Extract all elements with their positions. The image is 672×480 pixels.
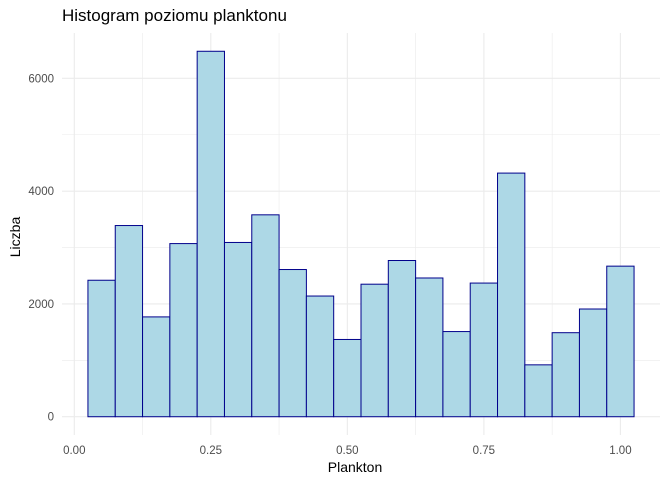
histogram-bar xyxy=(169,243,198,418)
histogram-bar xyxy=(223,241,253,418)
histogram-bar xyxy=(87,279,116,418)
histogram-bar xyxy=(415,277,444,418)
y-tick-label: 4000 xyxy=(28,186,54,198)
chart-title: Histogram poziomu planktonu xyxy=(62,6,287,25)
y-axis-label: Liczba xyxy=(7,217,23,258)
histogram-bar xyxy=(333,338,362,418)
bars-layer xyxy=(87,50,635,418)
histogram-bar xyxy=(251,214,280,418)
x-tick-label: 0.50 xyxy=(336,445,358,457)
x-tick-label: 0.00 xyxy=(63,445,85,457)
histogram-bar xyxy=(387,260,417,418)
histogram-bar xyxy=(114,225,144,418)
histogram-bar xyxy=(278,269,307,418)
x-axis-label: Plankton xyxy=(328,459,382,475)
ticks-layer: 0.00 0.25 0.50 0.75 1.00 0 2000 4000 6000 xyxy=(28,73,631,457)
histogram-bar xyxy=(551,332,580,418)
histogram-bar xyxy=(524,364,553,418)
histogram-bar xyxy=(578,308,608,418)
y-tick-label: 0 xyxy=(48,412,54,424)
x-tick-label: 1.00 xyxy=(609,445,631,457)
x-tick-label: 0.75 xyxy=(473,445,495,457)
histogram-bar xyxy=(606,265,635,418)
histogram-bar xyxy=(469,282,499,418)
histogram-bar xyxy=(360,283,389,418)
x-tick-label: 0.25 xyxy=(200,445,222,457)
y-tick-label: 2000 xyxy=(28,299,54,311)
histogram-bar xyxy=(142,316,171,418)
y-tick-label: 6000 xyxy=(28,73,54,85)
histogram-bar xyxy=(497,172,526,418)
histogram-bar xyxy=(442,331,471,418)
histogram-bar xyxy=(196,50,225,418)
histogram-bar xyxy=(305,295,335,418)
